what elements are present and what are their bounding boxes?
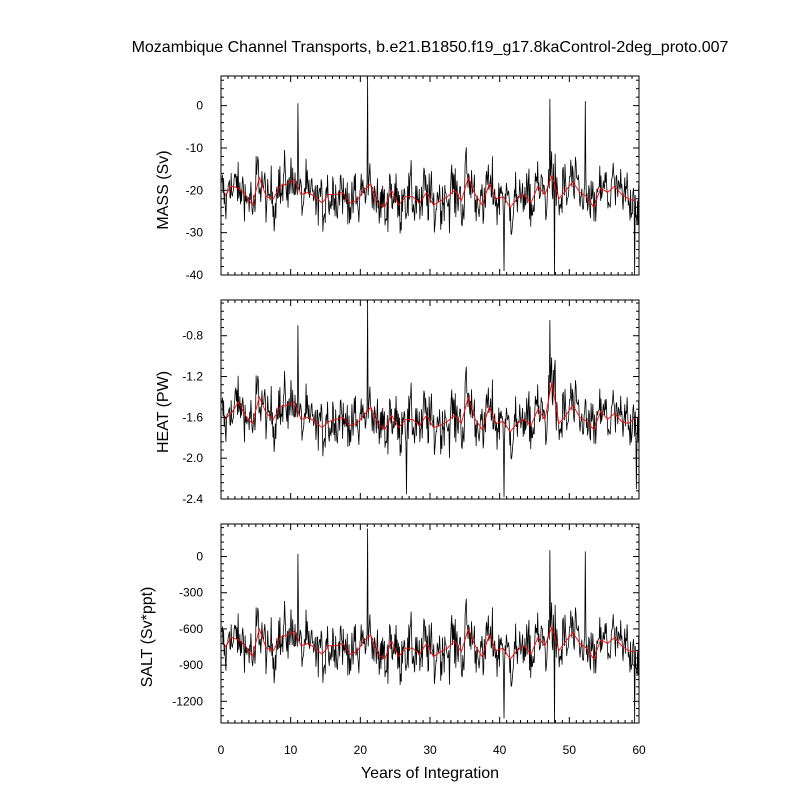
y-axis-label-mass: MASS (Sv): [155, 150, 172, 229]
x-tick-label: 0: [218, 743, 225, 757]
plot-area-salt: [220, 523, 640, 724]
y-axis-label-salt: SALT (Sv*ppt): [139, 587, 156, 688]
y-tick-label: -10: [186, 141, 204, 155]
monthly-series-heat: [221, 300, 640, 498]
y-tick-label: -1200: [172, 694, 203, 708]
y-tick-label: -900: [179, 658, 203, 672]
y-tick-label: -30: [186, 226, 204, 240]
y-tick-label: -600: [179, 622, 203, 636]
y-tick-label: -1.6: [182, 410, 203, 424]
x-tick-label: 20: [354, 743, 368, 757]
panel-salt: SALT (Sv*ppt): [139, 587, 156, 688]
annual-mean-series-heat: [224, 381, 636, 433]
y-tick-label: -300: [179, 586, 203, 600]
panel-mass: MASS (Sv): [155, 150, 172, 229]
monthly-series-salt: [221, 528, 640, 724]
y-tick-label: -2.0: [182, 451, 203, 465]
annual-mean-series-mass: [224, 174, 636, 209]
y-tick-label: -0.8: [182, 329, 203, 343]
y-tick-label: -1.2: [182, 370, 203, 384]
annual-mean-series-salt: [224, 625, 636, 661]
monthly-series-mass: [221, 77, 640, 276]
y-tick-label: 0: [196, 99, 203, 113]
x-axis-label: Years of Integration: [361, 765, 499, 782]
x-tick-label: 40: [493, 743, 507, 757]
x-tick-label: 30: [423, 743, 437, 757]
y-axis-label-heat: HEAT (PW): [155, 371, 172, 453]
y-tick-label: -40: [186, 268, 204, 282]
chart-title: Mozambique Channel Transports, b.e21.B18…: [132, 39, 729, 56]
plot-area-mass: [220, 75, 640, 276]
y-tick-label: 0: [196, 550, 203, 564]
x-tick-label: 60: [632, 743, 646, 757]
x-tick-label: 10: [284, 743, 298, 757]
y-tick-label: -2.4: [182, 492, 203, 506]
plot-area-heat: [220, 299, 640, 500]
panel-heat: HEAT (PW): [155, 371, 172, 453]
y-tick-label: -20: [186, 183, 204, 197]
x-tick-label: 50: [563, 743, 577, 757]
